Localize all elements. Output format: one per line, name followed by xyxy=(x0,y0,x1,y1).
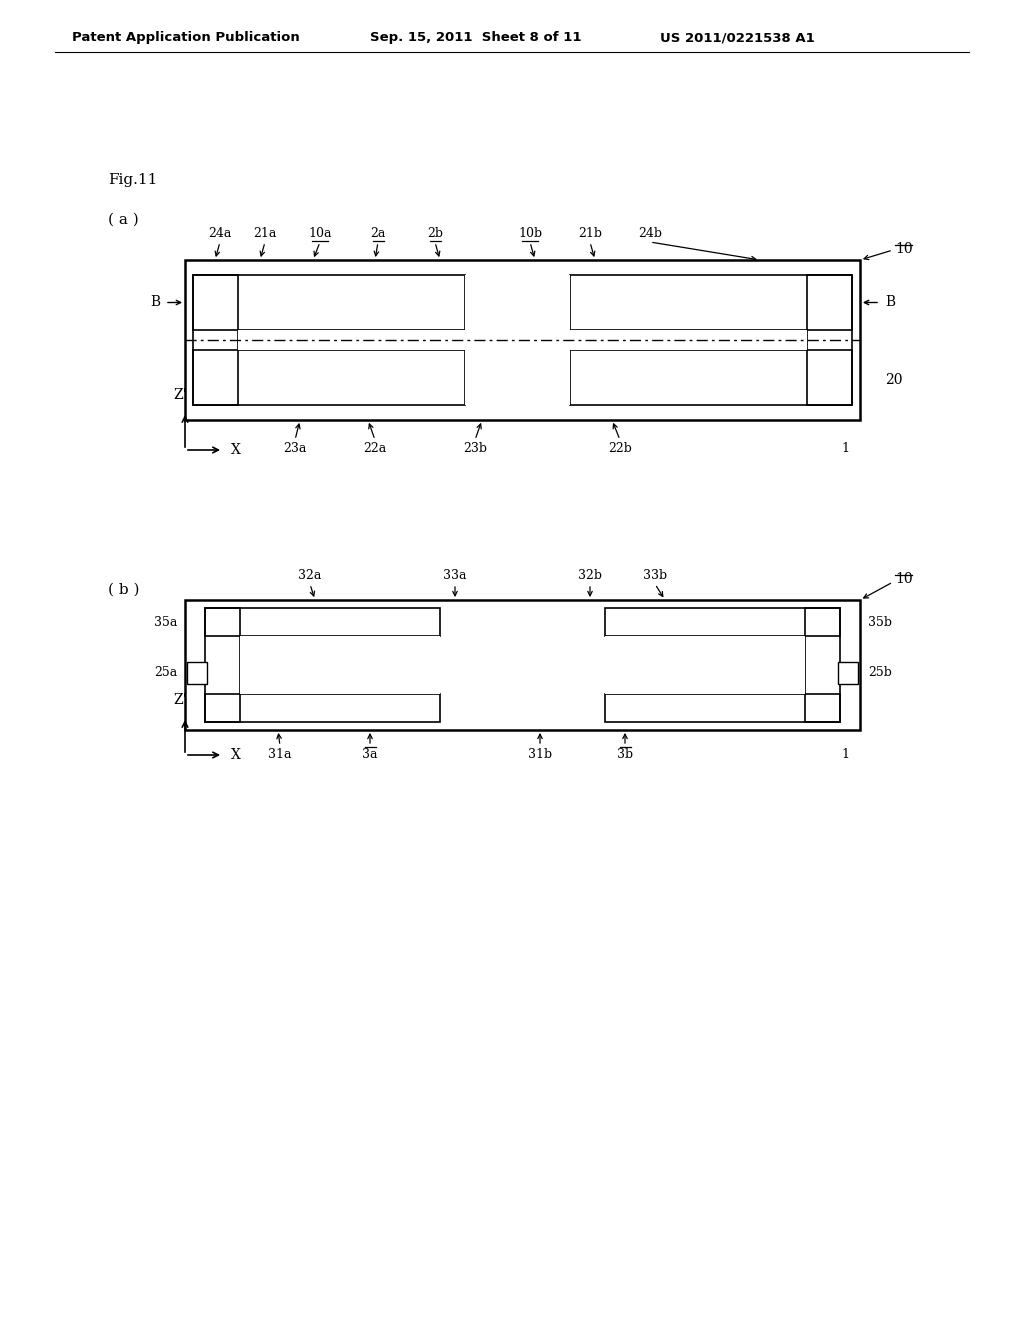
Text: 3b: 3b xyxy=(616,748,633,762)
Text: 32b: 32b xyxy=(578,569,602,582)
Text: 33b: 33b xyxy=(643,569,667,582)
Text: X: X xyxy=(231,748,241,762)
Bar xyxy=(193,350,465,405)
Bar xyxy=(205,609,240,722)
Text: B: B xyxy=(150,296,160,309)
Bar xyxy=(838,663,858,684)
Bar xyxy=(570,350,852,405)
Bar xyxy=(205,694,440,722)
Text: 10b: 10b xyxy=(518,227,542,240)
Bar xyxy=(238,330,465,350)
Bar xyxy=(605,609,840,636)
Bar xyxy=(193,275,238,405)
Text: 1: 1 xyxy=(841,748,849,762)
Bar xyxy=(205,609,440,636)
Text: 22b: 22b xyxy=(608,442,632,455)
Text: Z': Z' xyxy=(173,388,186,403)
Bar xyxy=(185,260,860,420)
Bar xyxy=(205,609,240,722)
Text: ( b ): ( b ) xyxy=(108,583,139,597)
Text: 2b: 2b xyxy=(427,227,443,240)
Bar xyxy=(570,330,807,350)
Text: 32a: 32a xyxy=(298,569,322,582)
Bar xyxy=(193,275,238,405)
Bar xyxy=(193,275,465,330)
Bar xyxy=(805,609,840,722)
Text: 31a: 31a xyxy=(268,748,292,762)
Bar xyxy=(605,609,840,636)
Bar xyxy=(605,636,805,694)
Bar xyxy=(240,636,440,694)
Text: 24a: 24a xyxy=(208,227,231,240)
Bar xyxy=(193,275,465,330)
Text: 10a: 10a xyxy=(308,227,332,240)
Text: 21b: 21b xyxy=(578,227,602,240)
Text: 22a: 22a xyxy=(364,442,387,455)
Text: US 2011/0221538 A1: US 2011/0221538 A1 xyxy=(660,32,815,45)
Text: 23a: 23a xyxy=(284,442,306,455)
Bar xyxy=(465,275,570,405)
Bar xyxy=(187,663,207,684)
Text: 25b: 25b xyxy=(868,667,892,680)
Text: ( a ): ( a ) xyxy=(108,213,138,227)
Text: 31b: 31b xyxy=(528,748,552,762)
Text: 3a: 3a xyxy=(362,748,378,762)
Bar xyxy=(185,601,860,730)
Bar xyxy=(605,694,840,722)
Bar xyxy=(193,350,465,405)
Bar xyxy=(605,694,840,722)
Bar xyxy=(205,609,440,636)
Bar xyxy=(570,350,852,405)
Bar xyxy=(205,694,440,722)
Text: 2a: 2a xyxy=(371,227,386,240)
Text: Fig.11: Fig.11 xyxy=(108,173,158,187)
Text: 35b: 35b xyxy=(868,615,892,628)
Text: Patent Application Publication: Patent Application Publication xyxy=(72,32,300,45)
Text: Z': Z' xyxy=(173,693,186,708)
Text: 10: 10 xyxy=(895,572,912,586)
Text: 10: 10 xyxy=(895,242,912,256)
Bar xyxy=(807,275,852,405)
Text: 25a: 25a xyxy=(154,667,177,680)
Text: 35a: 35a xyxy=(154,615,177,628)
Text: 21a: 21a xyxy=(253,227,276,240)
Text: 33a: 33a xyxy=(443,569,467,582)
Text: B: B xyxy=(885,296,895,309)
Text: 24b: 24b xyxy=(638,227,662,240)
Text: 20: 20 xyxy=(885,374,902,387)
Text: 23b: 23b xyxy=(463,442,487,455)
Text: 1: 1 xyxy=(841,442,849,455)
Bar xyxy=(805,609,840,722)
Bar xyxy=(570,275,852,330)
Bar xyxy=(570,275,852,330)
Text: Sep. 15, 2011  Sheet 8 of 11: Sep. 15, 2011 Sheet 8 of 11 xyxy=(370,32,582,45)
Bar xyxy=(807,275,852,405)
Text: X: X xyxy=(231,444,241,457)
